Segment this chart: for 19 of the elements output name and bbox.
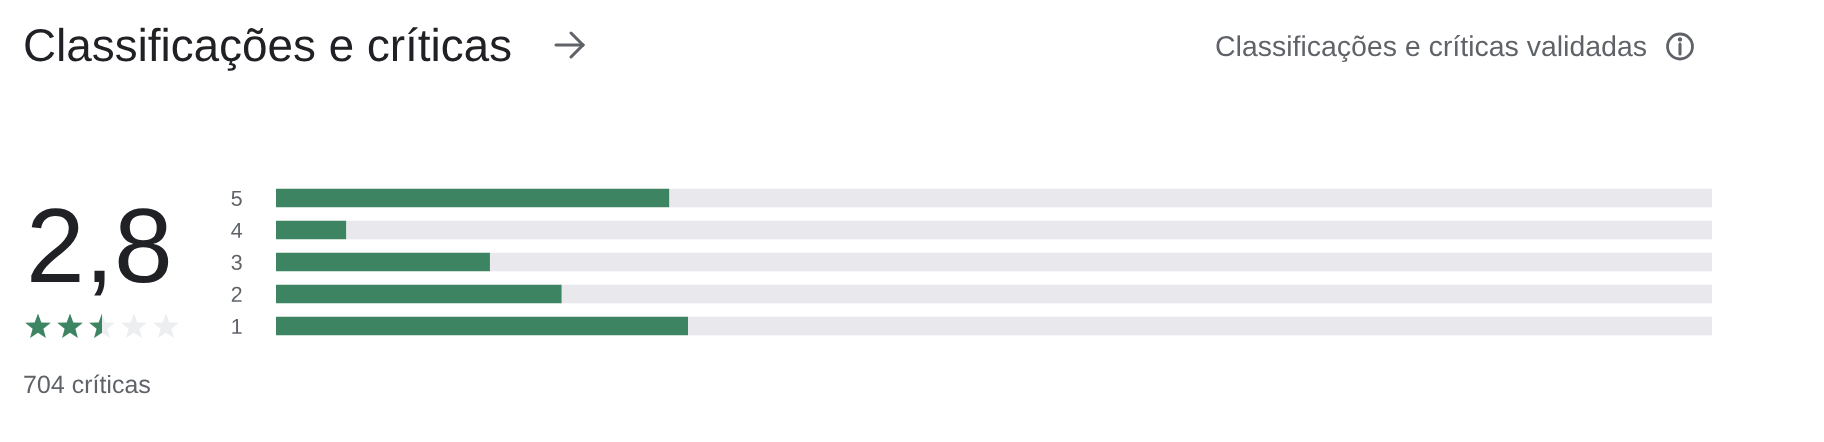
text: 2,8 — [31, 208, 169, 296]
bar — [276, 284, 562, 304]
bar — [276, 220, 347, 240]
bar — [669, 188, 1712, 208]
y-tick-label: 1 — [232, 318, 242, 334]
bar — [346, 220, 1712, 240]
chart-title: Classificações e críticas — [25, 27, 511, 71]
bar — [561, 284, 1712, 304]
y-tick-label: 4 — [231, 222, 243, 238]
bar — [276, 188, 670, 208]
y-tick-label: 5 — [231, 190, 242, 207]
bar — [276, 252, 490, 272]
bar — [276, 316, 689, 336]
bar — [489, 252, 1712, 272]
text: 704 críticas — [24, 374, 150, 394]
y-tick-label: 3 — [231, 254, 242, 271]
chart-subtitle: Classificações e críticas validadas — [1216, 35, 1646, 63]
bar — [688, 316, 1712, 336]
y-tick-label: 2 — [231, 286, 242, 302]
